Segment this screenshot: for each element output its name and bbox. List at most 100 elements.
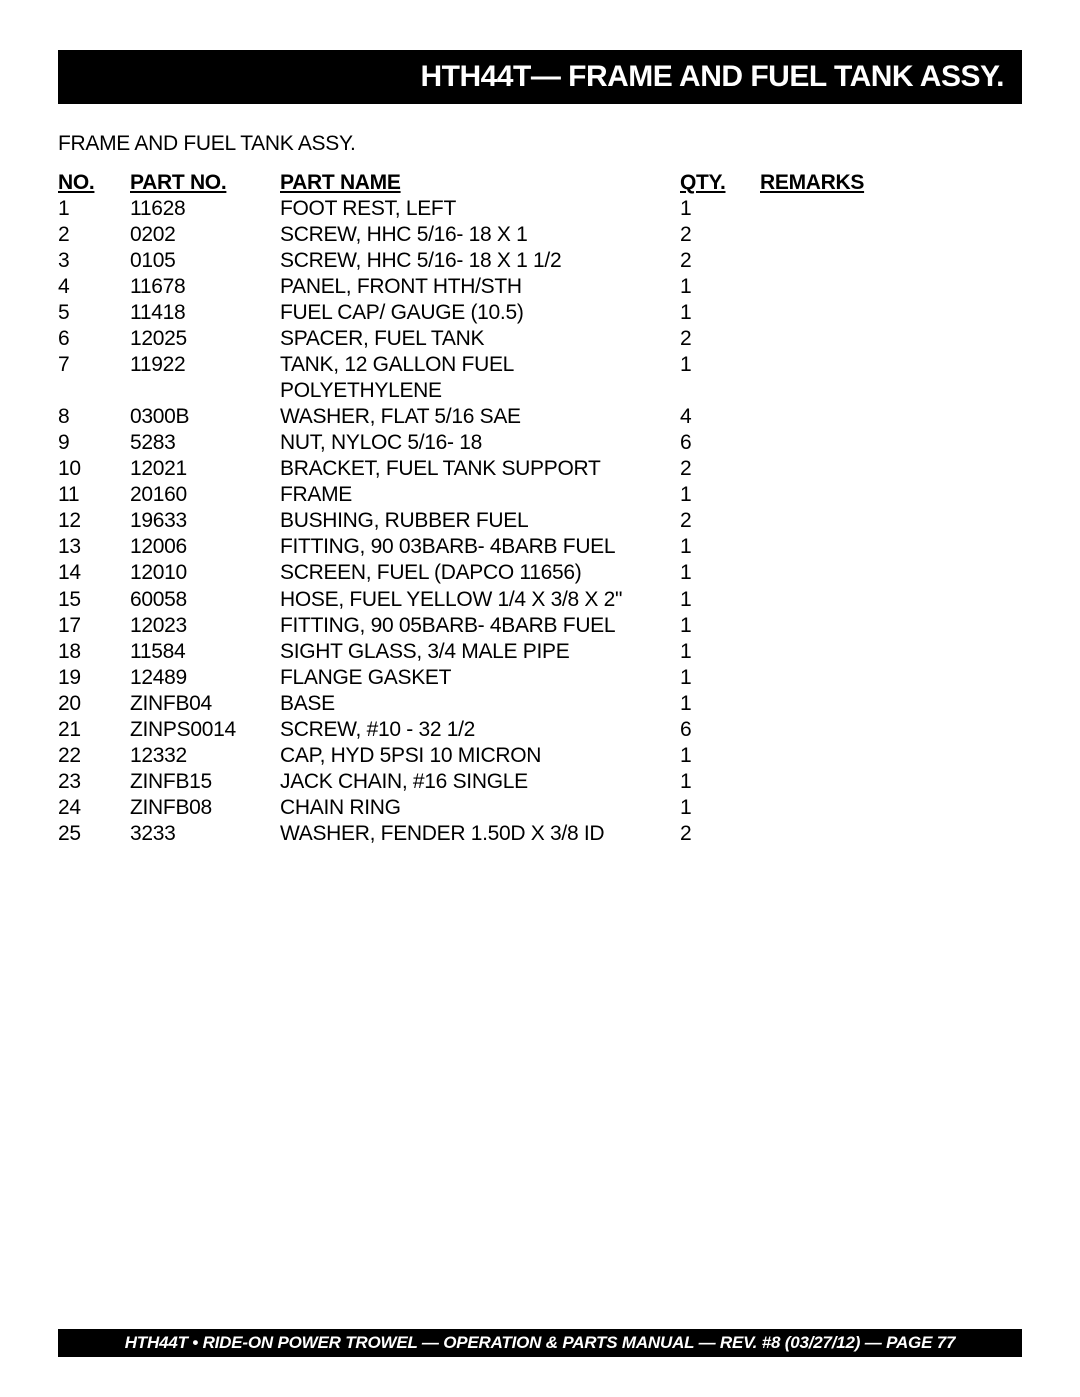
cell-no: 25 xyxy=(58,821,130,847)
cell-qty: 1 xyxy=(680,587,760,613)
cell-no: 9 xyxy=(58,430,130,456)
table-row: 711922TANK, 12 GALLON FUEL POLYETHYLENE1 xyxy=(58,352,1022,404)
cell-qty: 2 xyxy=(680,222,760,248)
cell-qty: 2 xyxy=(680,456,760,482)
cell-part-no: 0105 xyxy=(130,248,280,274)
cell-part-name: JACK CHAIN, #16 SINGLE xyxy=(280,769,680,795)
cell-part-no: 11922 xyxy=(130,352,280,404)
cell-remarks xyxy=(760,508,1022,534)
cell-part-name: PANEL, FRONT HTH/STH xyxy=(280,274,680,300)
cell-part-no: 3233 xyxy=(130,821,280,847)
cell-part-no: 20160 xyxy=(130,482,280,508)
table-row: 23ZINFB15JACK CHAIN, #16 SINGLE1 xyxy=(58,769,1022,795)
cell-qty: 1 xyxy=(680,691,760,717)
cell-part-name: WASHER, FLAT 5/16 SAE xyxy=(280,404,680,430)
cell-part-no: 12489 xyxy=(130,665,280,691)
cell-no: 24 xyxy=(58,795,130,821)
cell-no: 12 xyxy=(58,508,130,534)
cell-qty: 1 xyxy=(680,300,760,326)
cell-remarks xyxy=(760,795,1022,821)
parts-table: NO. PART NO. PART NAME QTY. REMARKS 1116… xyxy=(58,170,1022,847)
cell-part-name: SPACER, FUEL TANK xyxy=(280,326,680,352)
cell-part-name: FUEL CAP/ GAUGE (10.5) xyxy=(280,300,680,326)
cell-qty: 1 xyxy=(680,534,760,560)
cell-part-name: CAP, HYD 5PSI 10 MICRON xyxy=(280,743,680,769)
cell-no: 11 xyxy=(58,482,130,508)
cell-part-name: SCREW, HHC 5/16- 18 X 1 1/2 xyxy=(280,248,680,274)
cell-part-no: ZINPS0014 xyxy=(130,717,280,743)
table-row: 20202SCREW, HHC 5/16- 18 X 12 xyxy=(58,222,1022,248)
col-header-qty: QTY. xyxy=(680,170,760,196)
cell-no: 15 xyxy=(58,587,130,613)
table-header-row: NO. PART NO. PART NAME QTY. REMARKS xyxy=(58,170,1022,196)
cell-part-no: ZINFB15 xyxy=(130,769,280,795)
col-header-name: PART NAME xyxy=(280,170,680,196)
cell-no: 8 xyxy=(58,404,130,430)
parts-manual-page: HTH44T— FRAME AND FUEL TANK ASSY. FRAME … xyxy=(0,0,1080,847)
cell-qty: 1 xyxy=(680,743,760,769)
cell-part-name: NUT, NYLOC 5/16- 18 xyxy=(280,430,680,456)
section-subtitle: FRAME AND FUEL TANK ASSY. xyxy=(58,132,1022,156)
cell-part-no: 0202 xyxy=(130,222,280,248)
cell-no: 23 xyxy=(58,769,130,795)
table-row: 1412010SCREEN, FUEL (DAPCO 11656)1 xyxy=(58,560,1022,586)
cell-remarks xyxy=(760,769,1022,795)
table-row: 1219633BUSHING, RUBBER FUEL2 xyxy=(58,508,1022,534)
cell-remarks xyxy=(760,665,1022,691)
cell-part-no: 11628 xyxy=(130,196,280,222)
cell-qty: 1 xyxy=(680,795,760,821)
cell-remarks xyxy=(760,430,1022,456)
col-header-no: NO. xyxy=(58,170,130,196)
cell-part-no: 0300B xyxy=(130,404,280,430)
cell-remarks xyxy=(760,534,1022,560)
cell-part-no: ZINFB04 xyxy=(130,691,280,717)
table-row: 1312006FITTING, 90 03BARB- 4BARB FUEL1 xyxy=(58,534,1022,560)
cell-part-name: BUSHING, RUBBER FUEL xyxy=(280,508,680,534)
table-row: 1712023FITTING, 90 05BARB- 4BARB FUEL1 xyxy=(58,613,1022,639)
col-header-remarks: REMARKS xyxy=(760,170,1022,196)
cell-part-no: 12010 xyxy=(130,560,280,586)
cell-part-no: 12021 xyxy=(130,456,280,482)
cell-part-no: 60058 xyxy=(130,587,280,613)
cell-no: 19 xyxy=(58,665,130,691)
page-title-bar: HTH44T— FRAME AND FUEL TANK ASSY. xyxy=(58,50,1022,104)
cell-part-no: 12025 xyxy=(130,326,280,352)
cell-remarks xyxy=(760,326,1022,352)
page-footer-bar: HTH44T • RIDE-ON POWER TROWEL — OPERATIO… xyxy=(58,1329,1022,1357)
cell-remarks xyxy=(760,743,1022,769)
cell-qty: 1 xyxy=(680,613,760,639)
cell-part-name: SCREW, #10 - 32 1/2 xyxy=(280,717,680,743)
cell-remarks xyxy=(760,482,1022,508)
cell-remarks xyxy=(760,300,1022,326)
table-row: 1811584SIGHT GLASS, 3/4 MALE PIPE1 xyxy=(58,639,1022,665)
cell-qty: 6 xyxy=(680,717,760,743)
cell-qty: 1 xyxy=(680,352,760,404)
cell-no: 10 xyxy=(58,456,130,482)
cell-remarks xyxy=(760,821,1022,847)
cell-part-no: 5283 xyxy=(130,430,280,456)
cell-part-name: BASE xyxy=(280,691,680,717)
table-row: 30105SCREW, HHC 5/16- 18 X 1 1/22 xyxy=(58,248,1022,274)
cell-part-name: FOOT REST, LEFT xyxy=(280,196,680,222)
cell-part-name: BRACKET, FUEL TANK SUPPORT xyxy=(280,456,680,482)
cell-qty: 6 xyxy=(680,430,760,456)
cell-remarks xyxy=(760,717,1022,743)
cell-qty: 1 xyxy=(680,665,760,691)
cell-qty: 2 xyxy=(680,508,760,534)
cell-no: 22 xyxy=(58,743,130,769)
cell-part-name: HOSE, FUEL YELLOW 1/4 X 3/8 X 2" xyxy=(280,587,680,613)
table-row: 21ZINPS0014SCREW, #10 - 32 1/26 xyxy=(58,717,1022,743)
cell-part-no: 12332 xyxy=(130,743,280,769)
cell-part-name: FITTING, 90 03BARB- 4BARB FUEL xyxy=(280,534,680,560)
cell-remarks xyxy=(760,404,1022,430)
table-row: 95283NUT, NYLOC 5/16- 186 xyxy=(58,430,1022,456)
cell-qty: 2 xyxy=(680,821,760,847)
cell-part-name: CHAIN RING xyxy=(280,795,680,821)
table-row: 1912489FLANGE GASKET1 xyxy=(58,665,1022,691)
cell-no: 14 xyxy=(58,560,130,586)
table-row: 253233WASHER, FENDER 1.50D X 3/8 ID2 xyxy=(58,821,1022,847)
cell-qty: 2 xyxy=(680,326,760,352)
table-row: 612025SPACER, FUEL TANK2 xyxy=(58,326,1022,352)
cell-qty: 1 xyxy=(680,560,760,586)
cell-qty: 4 xyxy=(680,404,760,430)
